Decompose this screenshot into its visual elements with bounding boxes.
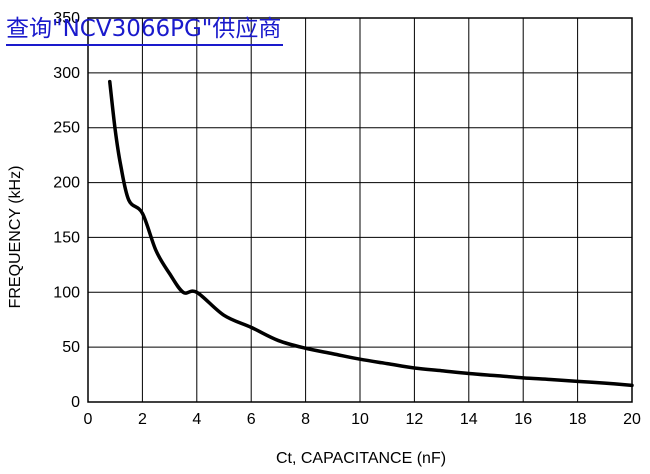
y-tick-labels: 0 50 100 150 200 250 300 350: [53, 10, 80, 411]
y-tick-label: 250: [53, 120, 80, 137]
y-tick-label: 0: [71, 394, 80, 411]
y-tick-label: 350: [53, 10, 80, 27]
x-tick-label: 0: [84, 411, 93, 428]
series-layer: [108, 79, 634, 388]
x-axis-label: Ct, CAPACITANCE (nF): [276, 450, 446, 467]
x-tick-labels: 0 2 4 6 8 10 12 14 16 18 20: [84, 411, 641, 428]
y-axis-label: FREQUENCY (kHz): [7, 166, 24, 309]
y-tick-label: 50: [62, 339, 80, 356]
y-tick-label: 150: [53, 229, 80, 246]
x-tick-label: 20: [623, 411, 641, 428]
x-tick-label: 8: [301, 411, 310, 428]
x-tick-label: 10: [351, 411, 369, 428]
y-tick-label: 100: [53, 284, 80, 301]
x-tick-label: 12: [406, 411, 424, 428]
x-tick-label: 18: [569, 411, 587, 428]
x-tick-label: 2: [138, 411, 147, 428]
x-tick-label: 4: [192, 411, 201, 428]
y-tick-label: 300: [53, 65, 80, 82]
supplier-query-link[interactable]: 查询"NCV3066PG"供应商: [6, 14, 284, 46]
x-tick-label: 14: [460, 411, 478, 428]
x-tick-label: 16: [514, 411, 532, 428]
y-tick-label: 200: [53, 175, 80, 192]
plot-frame: [87, 17, 633, 403]
frequency-curve: [108, 79, 634, 388]
plot-border: [87, 17, 633, 403]
grid: [87, 17, 633, 403]
x-tick-label: 6: [247, 411, 256, 428]
